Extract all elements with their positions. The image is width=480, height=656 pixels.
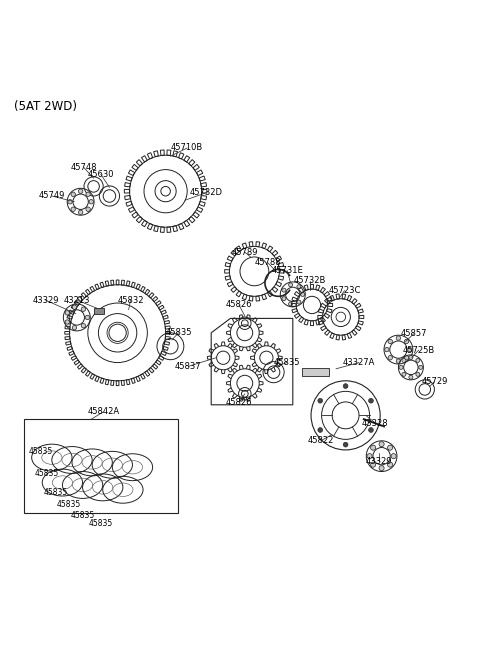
Text: 45723C: 45723C [328,286,361,295]
Circle shape [86,207,90,211]
Text: 45835: 45835 [57,500,81,508]
Text: 43327A: 43327A [343,358,375,367]
Text: 45732D: 45732D [190,188,223,197]
Circle shape [288,302,293,306]
Circle shape [78,210,83,215]
Circle shape [409,375,413,379]
Circle shape [369,398,373,403]
Circle shape [297,300,301,304]
Circle shape [416,358,420,362]
Text: 45835: 45835 [274,358,300,367]
Text: 45826: 45826 [226,300,252,310]
Text: 45842A: 45842A [87,407,119,417]
Text: 45835: 45835 [43,487,68,497]
Circle shape [402,373,406,377]
Circle shape [72,325,77,330]
Bar [302,368,329,376]
Text: 43329: 43329 [366,457,393,466]
Circle shape [65,311,70,315]
Circle shape [371,462,376,467]
Circle shape [399,365,403,369]
Circle shape [369,428,373,432]
Circle shape [282,297,286,300]
Circle shape [68,199,72,204]
Circle shape [402,358,406,362]
Circle shape [396,336,401,340]
Circle shape [318,428,323,432]
Circle shape [404,339,409,344]
Text: 45749: 45749 [39,192,65,201]
Circle shape [72,305,77,310]
Circle shape [387,445,393,450]
Circle shape [85,316,90,319]
Circle shape [379,441,384,447]
Text: 45788: 45788 [254,258,281,267]
Circle shape [379,466,384,471]
Circle shape [288,283,293,287]
Circle shape [89,199,94,204]
Text: 45835: 45835 [35,469,60,478]
Circle shape [343,442,348,447]
Circle shape [416,373,420,377]
Text: 45725B: 45725B [402,346,435,355]
Text: 45748: 45748 [71,163,97,172]
Text: 45630: 45630 [87,170,114,179]
Text: 45835: 45835 [29,447,53,457]
Circle shape [81,307,85,312]
Circle shape [388,356,393,360]
Text: 45835: 45835 [89,520,113,528]
Text: 45837: 45837 [175,362,202,371]
Text: 45835: 45835 [165,328,192,337]
Circle shape [65,320,70,324]
Circle shape [71,192,75,197]
Bar [94,308,104,314]
Circle shape [282,288,286,292]
Circle shape [384,348,389,352]
Text: 45835: 45835 [71,511,96,520]
Text: (5AT 2WD): (5AT 2WD) [14,100,77,113]
Circle shape [71,207,75,211]
Circle shape [408,348,412,352]
Circle shape [86,192,90,197]
Circle shape [388,339,393,344]
Circle shape [371,445,376,450]
Text: 45731E: 45731E [271,266,303,275]
Circle shape [300,293,305,297]
Bar [24,419,178,513]
Text: 45710B: 45710B [171,144,204,152]
Text: 45857: 45857 [400,329,427,338]
Text: 45789: 45789 [231,248,258,256]
Text: 45832: 45832 [117,296,144,304]
Circle shape [419,365,423,369]
Circle shape [318,398,323,403]
Circle shape [391,453,396,459]
Circle shape [387,462,393,467]
Circle shape [81,323,85,328]
Circle shape [396,359,401,363]
Text: 43329: 43329 [32,296,59,304]
Text: 43213: 43213 [63,296,90,304]
Text: 45732B: 45732B [293,276,326,285]
Circle shape [409,356,413,359]
Circle shape [367,453,372,459]
Text: 45822: 45822 [308,436,334,445]
Circle shape [343,384,348,388]
Circle shape [297,285,301,289]
Text: 45826: 45826 [226,398,252,407]
Circle shape [404,356,409,360]
Circle shape [78,189,83,194]
Text: 45729: 45729 [421,377,447,386]
Text: 43328: 43328 [362,419,389,428]
